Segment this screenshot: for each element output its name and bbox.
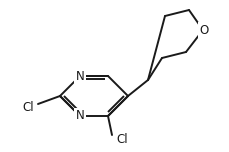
Text: N: N: [75, 69, 84, 83]
Text: N: N: [75, 109, 84, 123]
Text: O: O: [199, 24, 208, 36]
Text: Cl: Cl: [116, 133, 127, 147]
Text: Cl: Cl: [22, 102, 34, 114]
